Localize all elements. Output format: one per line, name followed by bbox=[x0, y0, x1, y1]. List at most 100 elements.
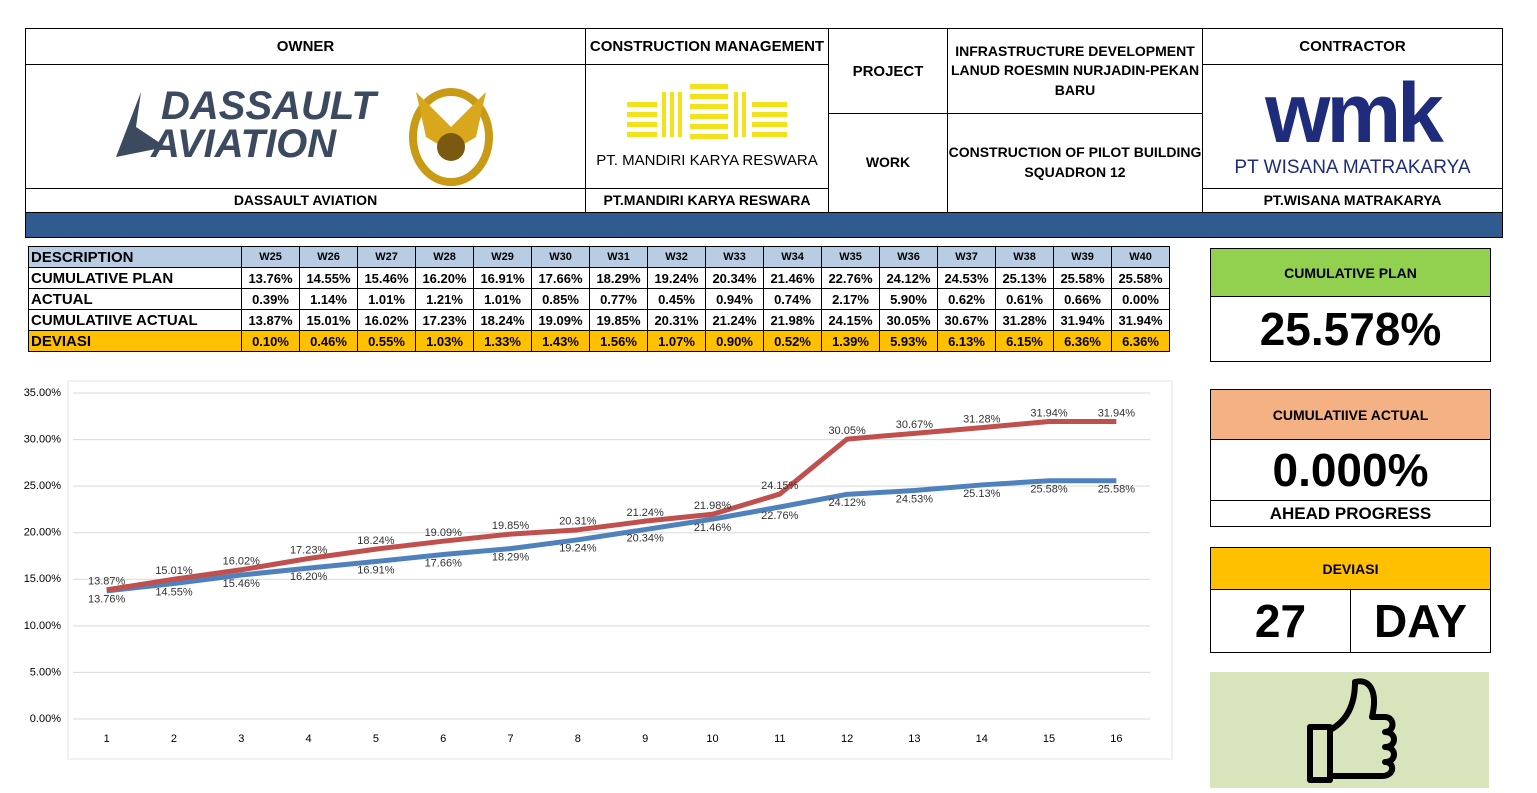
table-cell: W38 bbox=[995, 246, 1054, 268]
table-cell: 31.94% bbox=[1111, 309, 1170, 331]
table-cell: W39 bbox=[1053, 246, 1112, 268]
y-tick-label: 35.00% bbox=[24, 387, 62, 399]
table-cell: 21.24% bbox=[705, 309, 764, 331]
table-cell: 0.55% bbox=[357, 330, 416, 352]
x-tick-label: 7 bbox=[507, 733, 513, 745]
data-label: 21.24% bbox=[627, 507, 665, 519]
contractor-logo: wmk PT WISANA MATRAKARYA bbox=[1202, 64, 1503, 189]
y-tick-label: 10.00% bbox=[24, 620, 62, 632]
y-tick-label: 25.00% bbox=[24, 480, 62, 492]
data-label: 19.85% bbox=[492, 520, 530, 532]
table-cell: 0.77% bbox=[589, 288, 648, 310]
y-tick-label: 15.00% bbox=[24, 573, 62, 585]
table-cell: 1.03% bbox=[415, 330, 474, 352]
table-cell: 5.93% bbox=[879, 330, 938, 352]
deviasi-label: DEVIASI bbox=[1210, 547, 1491, 590]
table-row: DEVIASI 0.10% 0.46% 0.55% 1.03% 1.33% 1.43% 1.5… bbox=[28, 330, 1170, 352]
table-cell: 1.39% bbox=[821, 330, 880, 352]
data-label: 21.98% bbox=[694, 500, 732, 512]
table-cell: 6.36% bbox=[1111, 330, 1170, 352]
table-cell: 0.52% bbox=[763, 330, 822, 352]
data-label: 17.66% bbox=[425, 557, 463, 569]
table-cell: 1.33% bbox=[473, 330, 532, 352]
data-label: 22.76% bbox=[761, 510, 799, 522]
data-label: 25.13% bbox=[963, 488, 1001, 500]
table-cell: 0.00% bbox=[1111, 288, 1170, 310]
table-cell: W28 bbox=[415, 246, 474, 268]
data-label: 13.87% bbox=[88, 576, 126, 588]
contractor-name: PT.WISANA MATRAKARYA bbox=[1202, 188, 1503, 213]
x-tick-label: 15 bbox=[1043, 733, 1055, 745]
table-cell: 17.23% bbox=[415, 309, 474, 331]
data-label: 31.94% bbox=[1030, 407, 1068, 419]
table-cell: W33 bbox=[705, 246, 764, 268]
table-row: CUMULATIIVE ACTUAL 13.87% 15.01% 16.02% 17.2… bbox=[28, 309, 1170, 331]
y-tick-label: 5.00% bbox=[30, 666, 61, 678]
table-cell: W32 bbox=[647, 246, 706, 268]
series-line bbox=[106, 419, 1117, 593]
table-cell: 1.43% bbox=[531, 330, 590, 352]
data-label: 16.02% bbox=[223, 556, 261, 568]
table-cell: DESCRIPTION bbox=[28, 246, 242, 268]
x-tick-label: 1 bbox=[104, 733, 110, 745]
data-label: 16.91% bbox=[357, 564, 395, 576]
table-cell: 19.09% bbox=[531, 309, 590, 331]
mandiri-mark bbox=[627, 84, 787, 139]
table-cell: 6.13% bbox=[937, 330, 996, 352]
x-tick-label: 8 bbox=[575, 733, 581, 745]
data-label: 30.05% bbox=[828, 425, 866, 437]
table-cell: 0.46% bbox=[299, 330, 358, 352]
table-row: CUMULATIVE PLAN 13.76% 14.55% 15.46% 16.20% 1… bbox=[28, 267, 1170, 289]
series-line bbox=[106, 478, 1117, 594]
wmk-text: PT WISANA MATRAKARYA bbox=[1234, 157, 1471, 179]
table-cell: 0.10% bbox=[241, 330, 300, 352]
table-cell: W34 bbox=[763, 246, 822, 268]
x-tick-label: 6 bbox=[440, 733, 446, 745]
thumb-box bbox=[1210, 672, 1489, 788]
y-tick-label: 0.00% bbox=[30, 713, 61, 725]
table-cell: 1.07% bbox=[647, 330, 706, 352]
table-cell: 30.05% bbox=[879, 309, 938, 331]
table-cell: W26 bbox=[299, 246, 358, 268]
table-cell: DEVIASI bbox=[28, 330, 242, 352]
table-cell: CUMULATIVE PLAN bbox=[28, 267, 242, 289]
data-label: 15.01% bbox=[155, 565, 193, 577]
owner-logo: DASSAULT AVIATION bbox=[25, 64, 586, 189]
data-label: 20.34% bbox=[627, 532, 665, 544]
table-cell: W31 bbox=[589, 246, 648, 268]
deviasi-unit: DAY bbox=[1350, 589, 1491, 653]
data-label: 24.15% bbox=[761, 480, 799, 492]
data-label: 24.12% bbox=[828, 497, 866, 509]
x-tick-label: 16 bbox=[1110, 733, 1122, 745]
table-cell: W37 bbox=[937, 246, 996, 268]
data-label: 19.24% bbox=[559, 543, 597, 555]
plan-value: 25.578% bbox=[1210, 296, 1491, 362]
chart-frame bbox=[67, 380, 1173, 760]
x-tick-label: 12 bbox=[841, 733, 853, 745]
data-label: 20.31% bbox=[559, 516, 597, 528]
table-cell: 6.36% bbox=[1053, 330, 1112, 352]
table-cell: 15.46% bbox=[357, 267, 416, 289]
y-tick-label: 20.00% bbox=[24, 527, 62, 539]
table-cell: 24.12% bbox=[879, 267, 938, 289]
x-tick-label: 2 bbox=[171, 733, 177, 745]
x-tick-label: 3 bbox=[238, 733, 244, 745]
data-label: 25.58% bbox=[1098, 484, 1136, 496]
data-label: 30.67% bbox=[896, 419, 934, 431]
data-label: 18.24% bbox=[357, 535, 395, 547]
x-tick-label: 13 bbox=[908, 733, 920, 745]
x-tick-label: 11 bbox=[774, 733, 785, 745]
data-label: 18.29% bbox=[492, 552, 530, 564]
actual-value: 0.000% bbox=[1210, 439, 1491, 501]
table-cell: 1.01% bbox=[473, 288, 532, 310]
x-tick-label: 14 bbox=[976, 733, 988, 745]
thumbs-up-icon bbox=[1307, 678, 1397, 783]
table-row: DESCRIPTION W25 W26 W27 W28 W29 W30 W31 W32 W33 W3… bbox=[28, 246, 1170, 268]
chart: 0.00% 5.00% 10.00% 15.00% 20.00% 25.00% 30.00%… bbox=[24, 380, 1173, 760]
data-label: 14.55% bbox=[155, 586, 193, 598]
table-cell: 16.20% bbox=[415, 267, 474, 289]
wmk-mark: wmk bbox=[1265, 66, 1444, 161]
actual-label: CUMULATIIVE ACTUAL bbox=[1210, 389, 1491, 440]
project: INFRASTRUCTURE DEVELOPMENT LANUD ROESMIN… bbox=[947, 28, 1203, 114]
plan-label: CUMULATIVE PLAN bbox=[1210, 248, 1491, 297]
